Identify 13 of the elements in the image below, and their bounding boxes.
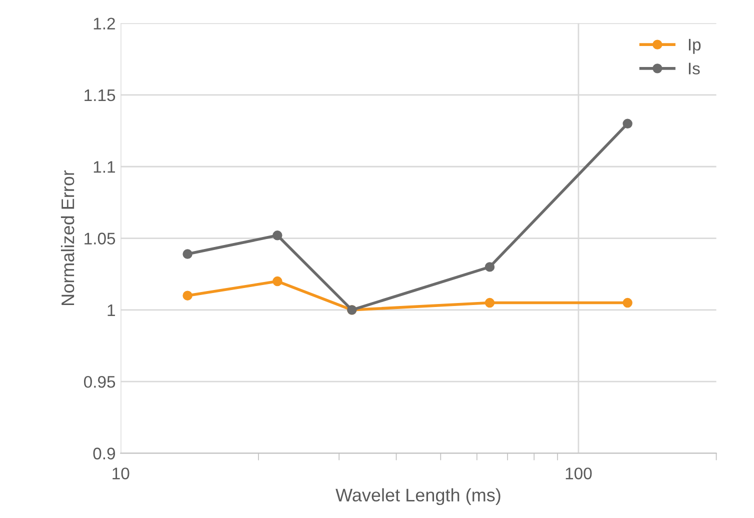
y-tick-label: 1 — [108, 304, 115, 316]
y-tick-label: 1.2 — [94, 18, 115, 30]
y-tick-label: 1.05 — [84, 232, 116, 244]
x-tick-label: 100 — [566, 468, 592, 480]
legend-label: Is — [688, 62, 700, 74]
x-tick-label: 10 — [112, 468, 130, 480]
x-axis-title: Wavelet Length (ms) — [336, 488, 500, 506]
y-tick-label: 0.95 — [84, 376, 116, 388]
y-tick-label: 1.1 — [94, 161, 115, 173]
y-tick-label: 1.15 — [84, 90, 116, 102]
legend-label: Ip — [688, 38, 701, 54]
y-tick-label: 0.9 — [93, 448, 115, 460]
y-axis-title: Normalized Error — [60, 170, 74, 306]
